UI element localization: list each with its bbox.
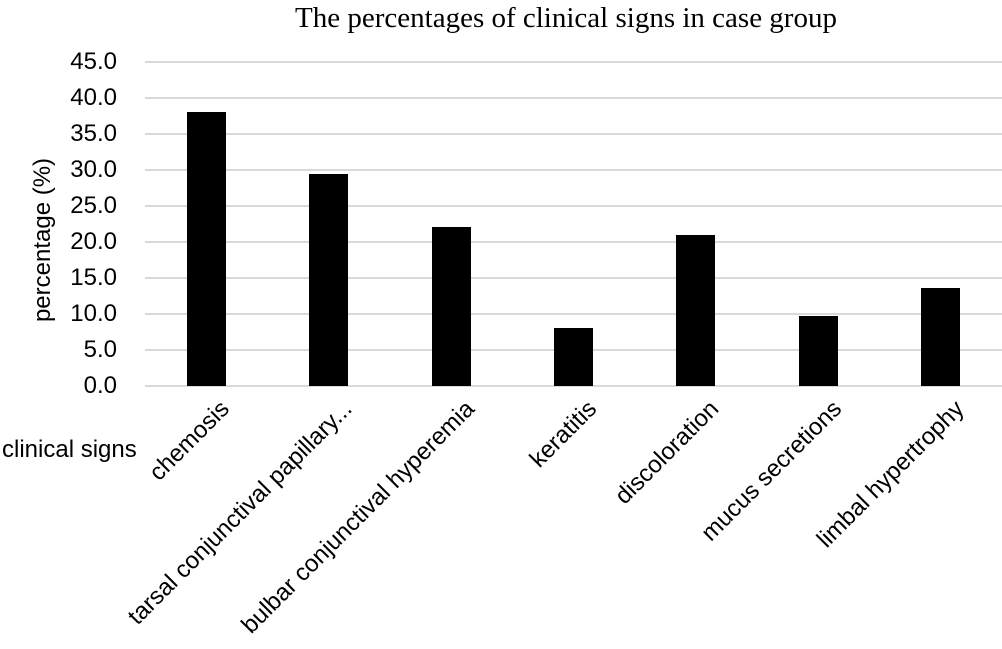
bar-mucus-secretions	[798, 316, 838, 386]
y-tick-label: 5.0	[83, 336, 117, 363]
gridline	[145, 205, 1002, 207]
y-tick-label: 30.0	[70, 156, 117, 183]
y-tick-label: 35.0	[70, 120, 117, 147]
gridline	[145, 385, 1002, 387]
gridline	[145, 169, 1002, 171]
category-label: discoloration	[609, 395, 725, 510]
y-tick-label: 40.0	[70, 84, 117, 111]
bar-tarsal-conjunctival-papillary	[309, 174, 349, 386]
y-tick-label: 0.0	[83, 372, 117, 399]
category-label: keratitis	[524, 395, 602, 473]
chart-title: The percentages of clinical signs in cas…	[295, 2, 837, 34]
category-label: chemosis	[143, 395, 235, 487]
gridline	[145, 241, 1002, 243]
x-axis-title: clinical signs	[2, 436, 137, 463]
y-tick-label: 10.0	[70, 300, 117, 327]
y-tick-label: 25.0	[70, 192, 117, 219]
y-tick-label: 20.0	[70, 228, 117, 255]
bar-bulbar-conjunctival-hyperemia	[431, 226, 471, 386]
category-label: bulbar conjunctival hyperemia	[235, 395, 480, 639]
gridline	[145, 313, 1002, 315]
bar-limbal-hypertrophy	[921, 288, 961, 386]
category-label: tarsal conjunctival papillary...	[122, 395, 358, 631]
gridline	[145, 61, 1002, 63]
bar-discoloration	[676, 234, 716, 386]
plot-area	[145, 61, 1002, 387]
y-tick-label: 15.0	[70, 264, 117, 291]
bar-chemosis	[186, 112, 226, 386]
gridline	[145, 133, 1002, 135]
y-tick-label: 45.0	[70, 48, 117, 75]
gridline	[145, 277, 1002, 279]
gridline	[145, 97, 1002, 99]
bar-keratitis	[554, 328, 593, 386]
